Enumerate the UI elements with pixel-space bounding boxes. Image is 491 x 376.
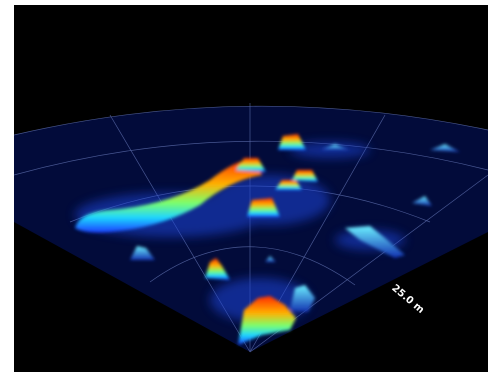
sonar-view: 25.0 m	[0, 0, 491, 376]
page: 25.0 m (() => { const data = JSON.parse(…	[0, 0, 491, 376]
